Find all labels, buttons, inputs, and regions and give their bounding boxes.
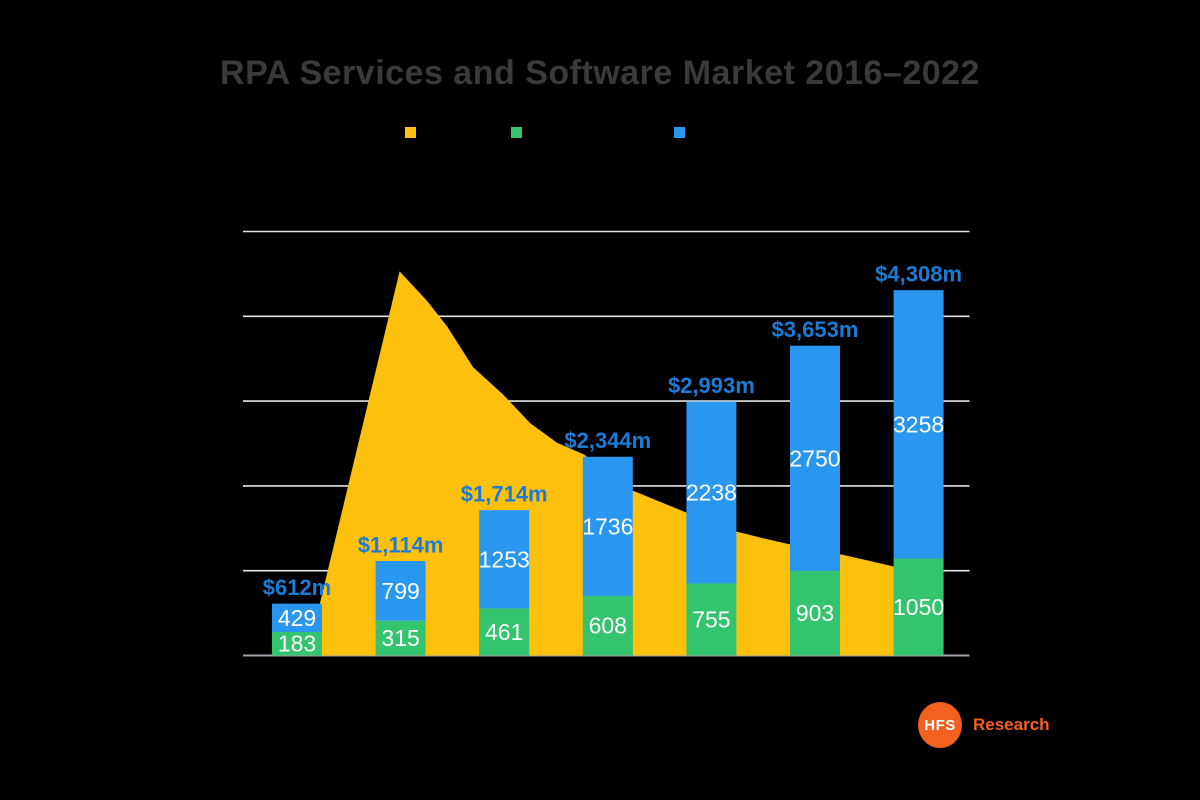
bar-total-label: $3,653m [772, 317, 859, 342]
brand-name: Research [973, 715, 1050, 734]
bar-blue-value-label: 2238 [686, 480, 737, 506]
chart-title: RPA Services and Software Market 2016–20… [220, 54, 980, 92]
yellow-area-series [307, 271, 919, 656]
bar-green-value-label: 183 [278, 631, 316, 657]
bar-green-value-label: 461 [485, 619, 523, 645]
bar-blue-segment [893, 290, 944, 559]
bar-green-value-label: 755 [692, 606, 730, 632]
bar-blue-segment [375, 561, 426, 621]
bar-green-value-label: 608 [589, 613, 627, 639]
bar-blue-value-label: 1736 [582, 513, 633, 539]
bar-blue-segment [582, 456, 633, 596]
bar-green-value-label: 315 [381, 625, 419, 651]
bar-green-segment [375, 620, 426, 656]
bar-green-value-label: 1050 [893, 594, 944, 620]
bar-total-label: $2,993m [668, 373, 755, 398]
bar-blue-value-label: 2750 [789, 445, 840, 471]
bar-blue-segment [479, 510, 530, 609]
bar-total-label: $4,308m [875, 262, 962, 287]
bar-total-label: $1,114m [358, 533, 444, 558]
legend-swatch-green-icon [511, 127, 522, 138]
bar-green-segment [893, 558, 944, 656]
bar-blue-value-label: 1253 [479, 546, 530, 572]
bar-blue-value-label: 3258 [893, 411, 944, 437]
bar-green-segment [582, 595, 633, 656]
bar-total-label: $2,344m [564, 428, 651, 453]
bar-green-segment [272, 631, 322, 656]
bar-blue-segment [686, 401, 737, 584]
legend-swatch-yellow-icon [405, 127, 416, 138]
bar-blue-value-label: 799 [381, 578, 419, 604]
bar-total-label: $612m [263, 575, 332, 600]
hfs-logo-text: HFS [924, 716, 956, 734]
bar-green-segment [479, 608, 530, 656]
bar-blue-value-label: 429 [278, 605, 316, 631]
bar-green-segment [686, 583, 737, 656]
bar-green-value-label: 903 [796, 600, 834, 626]
bar-green-segment [790, 570, 840, 656]
bar-blue-segment [272, 603, 322, 632]
legend-swatch-blue-icon [674, 127, 685, 138]
bar-total-label: $1,714m [461, 482, 548, 507]
bar-blue-segment [790, 345, 840, 571]
hfs-logo-circle-icon: HFS [918, 702, 962, 748]
